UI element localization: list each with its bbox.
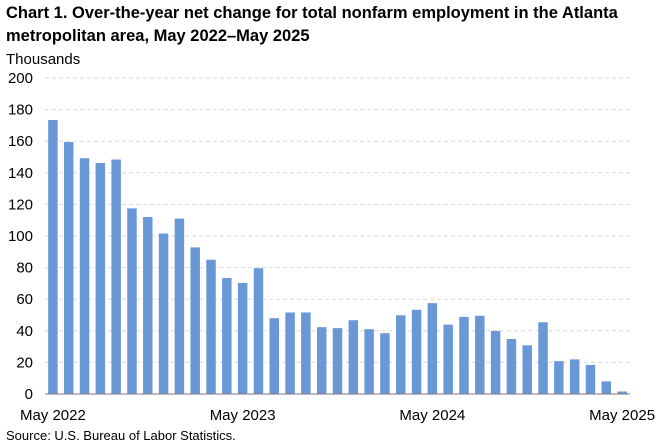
bar: Feb 2023: 92.8 [190, 247, 200, 394]
y-tick-label: 180 [8, 102, 33, 119]
y-tick-label: 20 [16, 354, 33, 371]
bar: Jan 2024: 41 [364, 329, 374, 394]
y-axis-unit-label: Thousands [6, 51, 81, 68]
bar: Aug 2023: 51.6 [285, 312, 295, 394]
y-tick-label: 140 [8, 165, 33, 182]
x-axis-ticks: May 2022 May 2023 May 2024 May 2025 [20, 407, 655, 424]
bar: Dec 2022: 101.6 [158, 233, 169, 394]
bar: Sep 2024: 39.9 [490, 330, 501, 394]
bar: Jun 2024: 43.9 [443, 324, 453, 394]
bar: Mar 2025: 18.4 [585, 364, 596, 394]
bar: Nov 2022: 112 [143, 217, 153, 394]
bar: Jun 2023: 79.6 [253, 268, 264, 394]
bar: May 2023: 70.3 [237, 282, 248, 394]
bar: Mar 2024: 49.8 [396, 315, 406, 394]
bar: Dec 2023: 46.7 [348, 320, 359, 394]
bar: May 2024: 57.5 [427, 303, 438, 394]
y-tick-label: 0 [25, 386, 33, 403]
x-tick-label: May 2025 [589, 407, 655, 424]
source-note: Source: U.S. Bureau of Labor Statistics. [6, 428, 236, 443]
y-axis-ticks: 0 20 40 60 80 100 120 140 160 180 200 [8, 70, 33, 403]
x-tick-label: May 2024 [399, 407, 465, 424]
x-tick-label: May 2023 [210, 407, 276, 424]
bar: Jan 2023: 111 [174, 218, 185, 394]
bar: Sep 2022: 148.4 [111, 159, 121, 394]
bar: Apr 2023: 73.4 [222, 278, 232, 394]
bar: Feb 2025: 21.9 [569, 359, 580, 394]
bar: Jun 2022: 159.5 [63, 141, 74, 394]
bar: Jul 2024: 48.8 [459, 316, 469, 394]
bar: Apr 2025: 8 [601, 381, 612, 394]
bar: Oct 2023: 42.3 [316, 327, 327, 394]
bar: May 2025: 1.6 [617, 391, 627, 394]
bar: Oct 2024: 34.8 [506, 339, 517, 394]
chart-title: Chart 1. Over-the-year net change for to… [6, 2, 656, 48]
bar: Aug 2022: 146.2 [95, 163, 106, 394]
bars: May 2022: 173.4 Jun 2022: 159.5 Jul 2022: … [48, 120, 627, 394]
y-tick-label: 200 [8, 70, 33, 87]
bar: May 2022: 173.4 [48, 120, 58, 394]
x-tick-label: May 2022 [20, 407, 86, 424]
bar: Apr 2024: 53.3 [411, 309, 422, 394]
bar: Oct 2022: 117.5 [127, 208, 137, 394]
bar: Dec 2024: 45.4 [538, 322, 548, 394]
bar: Jul 2023: 48 [269, 318, 279, 394]
bar: Sep 2023: 51.6 [301, 312, 311, 394]
chart-title-line-1: Chart 1. Over-the-year net change for to… [6, 4, 618, 22]
y-tick-label: 160 [8, 133, 33, 150]
y-tick-label: 120 [8, 196, 33, 213]
bar: Aug 2024: 49.5 [475, 315, 485, 394]
y-tick-label: 60 [16, 291, 33, 308]
y-tick-label: 100 [8, 228, 33, 245]
y-tick-label: 40 [16, 323, 33, 340]
bar: Jul 2022: 149.2 [79, 158, 90, 394]
bar: Jan 2025: 20.8 [554, 361, 564, 394]
chart-title-line-2: metropolitan area, May 2022–May 2025 [6, 27, 310, 45]
bar: Mar 2023: 85 [206, 259, 216, 394]
y-tick-label: 80 [16, 260, 33, 277]
bar: Feb 2024: 38.5 [380, 333, 390, 394]
bar: Nov 2024: 30.8 [522, 345, 532, 394]
bar: Nov 2023: 41.7 [332, 328, 343, 394]
